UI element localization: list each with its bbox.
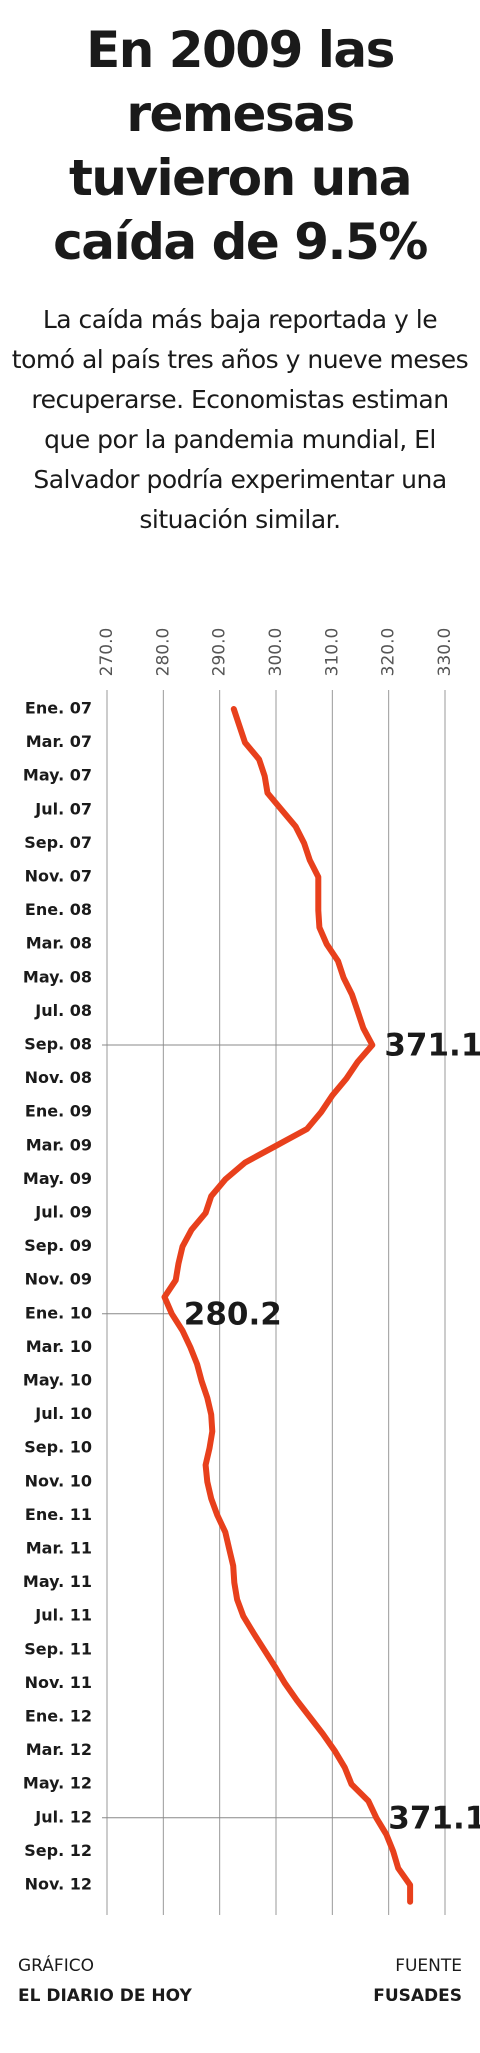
y-tick-label: Jul. 10 (34, 1404, 92, 1423)
y-tick-label: Nov. 09 (25, 1270, 92, 1289)
y-tick-label: Mar. 09 (26, 1135, 92, 1154)
y-tick-label: Sep. 10 (24, 1438, 92, 1457)
y-tick-label: Jul. 07 (34, 799, 92, 818)
y-tick-label: Ene. 07 (25, 699, 92, 718)
footer-label: GRÁFICO (18, 1954, 94, 1976)
data-line (161, 706, 414, 1905)
y-tick-label: May. 10 (23, 1371, 92, 1390)
y-tick-label: Ene. 11 (25, 1505, 92, 1524)
y-tick-label: Sep. 09 (24, 1236, 92, 1255)
y-tick-label: Jul. 12 (34, 1807, 92, 1826)
y-tick-label: May. 09 (23, 1169, 92, 1188)
y-tick-label: Nov. 08 (25, 1068, 92, 1087)
y-tick-label: Jul. 09 (34, 1203, 92, 1222)
x-tick-label: 270.0 (97, 628, 117, 677)
footer-source: FUSADES (373, 1986, 462, 2006)
y-tick-label: Nov. 12 (25, 1875, 92, 1894)
y-tick-label: Sep. 11 (24, 1639, 92, 1658)
y-tick-label: Ene. 10 (25, 1303, 92, 1322)
annotation: 371.1 (388, 1800, 480, 1836)
annotation: 371.1 (384, 1028, 480, 1064)
y-tick-label: Mar. 10 (26, 1337, 92, 1356)
y-tick-label: Sep. 07 (24, 833, 92, 852)
y-tick-label: May. 07 (23, 766, 92, 785)
y-tick-label: Ene. 09 (25, 1102, 92, 1121)
y-tick-label: May. 08 (23, 967, 92, 986)
x-tick-label: 310.0 (322, 628, 342, 677)
y-tick-label: Mar. 07 (26, 732, 92, 751)
x-tick-label: 330.0 (435, 628, 455, 677)
footer-label: FUENTE (395, 1956, 462, 1976)
x-tick-label: 320.0 (379, 628, 399, 677)
x-tick-label: 300.0 (266, 628, 286, 677)
y-tick-label: Mar. 08 (26, 934, 92, 953)
y-tick-label: Nov. 11 (25, 1673, 92, 1692)
y-tick-label: Ene. 08 (25, 900, 92, 919)
y-tick-label: May. 11 (23, 1572, 92, 1591)
x-tick-label: 280.0 (153, 628, 173, 677)
y-tick-label: Sep. 12 (24, 1841, 92, 1860)
y-tick-label: Sep. 08 (24, 1035, 92, 1054)
y-tick-label: Mar. 11 (26, 1539, 92, 1558)
y-tick-label: Nov. 07 (25, 867, 92, 886)
y-tick-label: Jul. 11 (34, 1606, 92, 1625)
y-tick-label: Jul. 08 (34, 1001, 92, 1020)
chart-title: En 2009 las remesas tuvieron una caída d… (53, 21, 428, 271)
y-tick-label: Nov. 10 (25, 1471, 92, 1490)
chart-subtitle: La caída más baja reportada y le tomó al… (11, 305, 469, 534)
y-tick-label: Ene. 12 (25, 1707, 92, 1726)
annotation: 280.2 (184, 1296, 282, 1332)
footer-credit: EL DIARIO DE HOY (18, 1986, 192, 2006)
x-tick-label: 290.0 (210, 628, 230, 677)
y-tick-label: May. 12 (23, 1774, 92, 1793)
y-tick-label: Mar. 12 (26, 1740, 92, 1759)
